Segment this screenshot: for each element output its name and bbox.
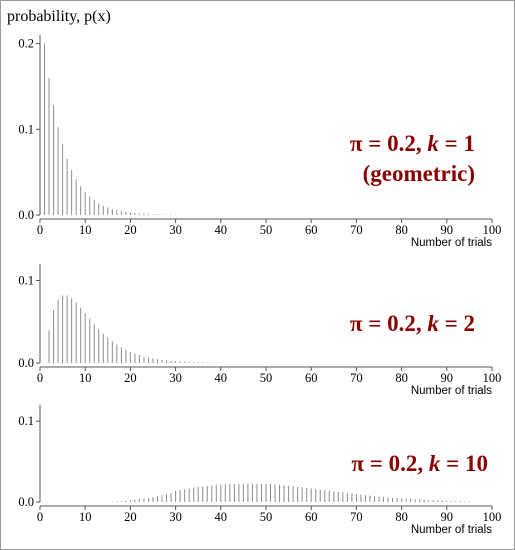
x-tick-label: 20 — [124, 371, 137, 385]
x-tick-label: 100 — [483, 371, 502, 385]
x-tick-label: 20 — [124, 223, 137, 237]
y-tick-label: 0.1 — [18, 414, 34, 428]
x-tick-label: 90 — [441, 371, 454, 385]
annotation-part: π = 0.2, — [350, 311, 427, 336]
x-tick-label: 70 — [350, 371, 363, 385]
x-tick-label: 50 — [260, 510, 273, 524]
x-tick-label: 40 — [215, 510, 228, 524]
x-tick-label: 70 — [350, 510, 363, 524]
x-tick-label: 0 — [37, 371, 43, 385]
x-tick-label: 100 — [483, 223, 502, 237]
x-tick-label: 30 — [169, 510, 182, 524]
x-tick-label: 40 — [215, 223, 228, 237]
y-tick-label: 0.0 — [18, 356, 34, 370]
x-tick-label: 60 — [305, 371, 318, 385]
x-tick-label: 60 — [305, 223, 318, 237]
annotation-part: k — [427, 311, 439, 336]
x-tick-label: 0 — [37, 223, 43, 237]
y-tick-label: 0.2 — [18, 37, 34, 51]
annotation-line: π = 0.2, k = 1 — [350, 131, 475, 156]
x-tick-label: 80 — [395, 223, 408, 237]
x-tick-label: 10 — [79, 371, 92, 385]
y-tick-label: 0.0 — [18, 495, 34, 509]
x-tick-label: 50 — [260, 371, 273, 385]
annotation-line: π = 0.2, k = 10 — [351, 451, 488, 476]
y-tick-label: 0.1 — [18, 274, 34, 288]
x-tick-label: 50 — [260, 223, 273, 237]
x-axis-label: Number of trials — [411, 237, 492, 249]
x-tick-label: 80 — [395, 510, 408, 524]
y-tick-label: 0.1 — [18, 122, 34, 136]
annotation-part: = 2 — [439, 311, 475, 336]
x-tick-label: 90 — [441, 223, 454, 237]
annotation-part: = 10 — [440, 451, 488, 476]
x-tick-label: 30 — [169, 223, 182, 237]
annotation-part: π = 0.2, — [350, 131, 427, 156]
annotation-line: π = 0.2, k = 2 — [350, 311, 475, 336]
x-tick-label: 90 — [441, 510, 454, 524]
x-tick-label: 20 — [124, 510, 137, 524]
x-axis-label: Number of trials — [411, 385, 492, 397]
x-tick-label: 40 — [215, 371, 228, 385]
y-axis-title: probability, p(x) — [7, 8, 111, 25]
x-tick-label: 30 — [169, 371, 182, 385]
x-tick-label: 60 — [305, 510, 318, 524]
x-axis-label: Number of trials — [411, 524, 492, 536]
annotation-line: (geometric) — [363, 161, 475, 186]
annotation-part: π = 0.2, — [351, 451, 428, 476]
y-tick-label: 0.0 — [18, 208, 34, 222]
annotation-part: k — [427, 131, 439, 156]
x-tick-label: 10 — [79, 223, 92, 237]
x-tick-label: 0 — [37, 510, 43, 524]
x-tick-label: 70 — [350, 223, 363, 237]
x-tick-label: 100 — [483, 510, 502, 524]
annotation-part: k — [429, 451, 441, 476]
x-tick-label: 10 — [79, 510, 92, 524]
annotation-part: (geometric) — [363, 161, 475, 186]
x-tick-label: 80 — [395, 371, 408, 385]
annotation-part: = 1 — [439, 131, 475, 156]
